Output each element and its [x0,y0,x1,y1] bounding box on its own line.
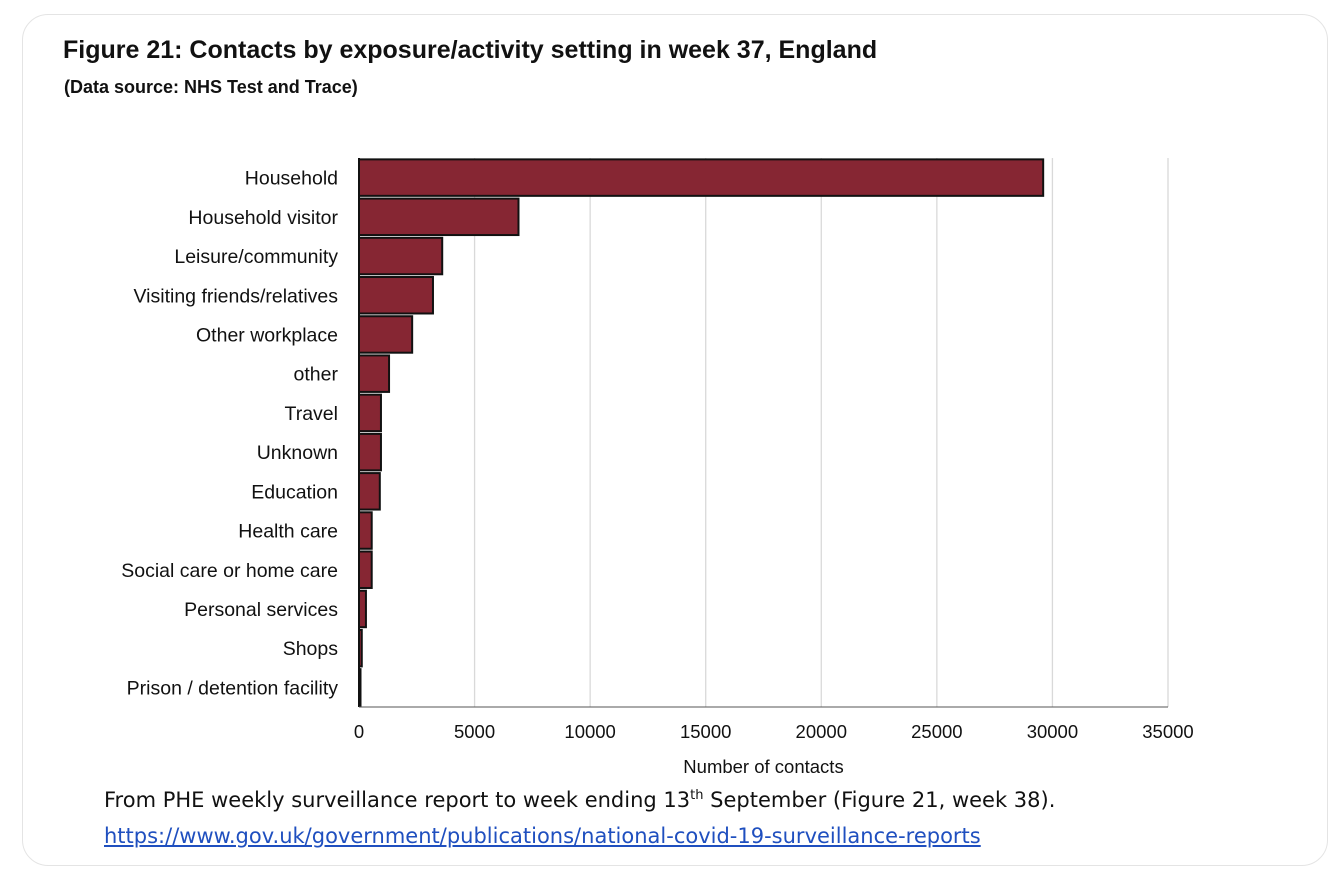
caption-suffix: September (Figure 21, week 38). [703,788,1056,812]
bar [358,354,391,393]
bar [358,236,444,276]
bar [358,197,520,237]
x-tick-label: 35000 [1142,721,1193,742]
category-labels: Household Household visitor Leisure/commun… [121,168,338,700]
category-label: Prison / detention facility [127,677,339,699]
x-tick-label: 30000 [1027,721,1078,742]
category-label: Other workplace [196,324,338,346]
x-axis-title: Number of contacts [683,756,843,777]
figure-card [22,14,1328,866]
x-tick-label: 20000 [796,721,847,742]
bar [358,158,1045,197]
bar [358,276,434,315]
x-tick-label: 0 [354,721,364,742]
category-label: other [294,364,339,386]
x-tick-label: 5000 [454,721,495,742]
category-label: Unknown [257,442,338,464]
bars [358,158,1045,707]
x-tick-labels: 0 5000 10000 15000 20000 25000 30000 35000 [354,721,1194,742]
bar [358,472,381,511]
x-tick-label: 15000 [680,721,731,742]
category-label: Shops [283,638,339,660]
source-link[interactable]: https://www.gov.uk/government/publicatio… [104,824,981,848]
category-label: Education [251,481,338,503]
category-label: Travel [285,403,338,425]
category-label: Personal services [184,599,338,621]
source-caption: From PHE weekly surveillance report to w… [104,788,1055,812]
caption-superscript: th [690,788,704,803]
bar [358,550,373,589]
bar [358,315,414,354]
category-label: Visiting friends/relatives [134,285,339,307]
category-label: Leisure/community [174,246,338,268]
gridlines [473,158,1169,707]
category-label: Household visitor [188,207,338,229]
category-label: Social care or home care [121,560,338,582]
caption-prefix: From PHE weekly surveillance report to w… [104,788,691,812]
figure-subtitle: (Data source: NHS Test and Trace) [64,77,358,97]
bar [358,432,382,472]
x-tick-label: 25000 [911,721,962,742]
bar [358,511,373,550]
category-label: Health care [238,521,338,543]
bar [358,589,367,629]
figure-title: Figure 21: Contacts by exposure/activity… [63,36,878,64]
x-tick-label: 10000 [564,721,615,742]
category-label: Household [245,168,338,190]
bar [358,393,382,433]
